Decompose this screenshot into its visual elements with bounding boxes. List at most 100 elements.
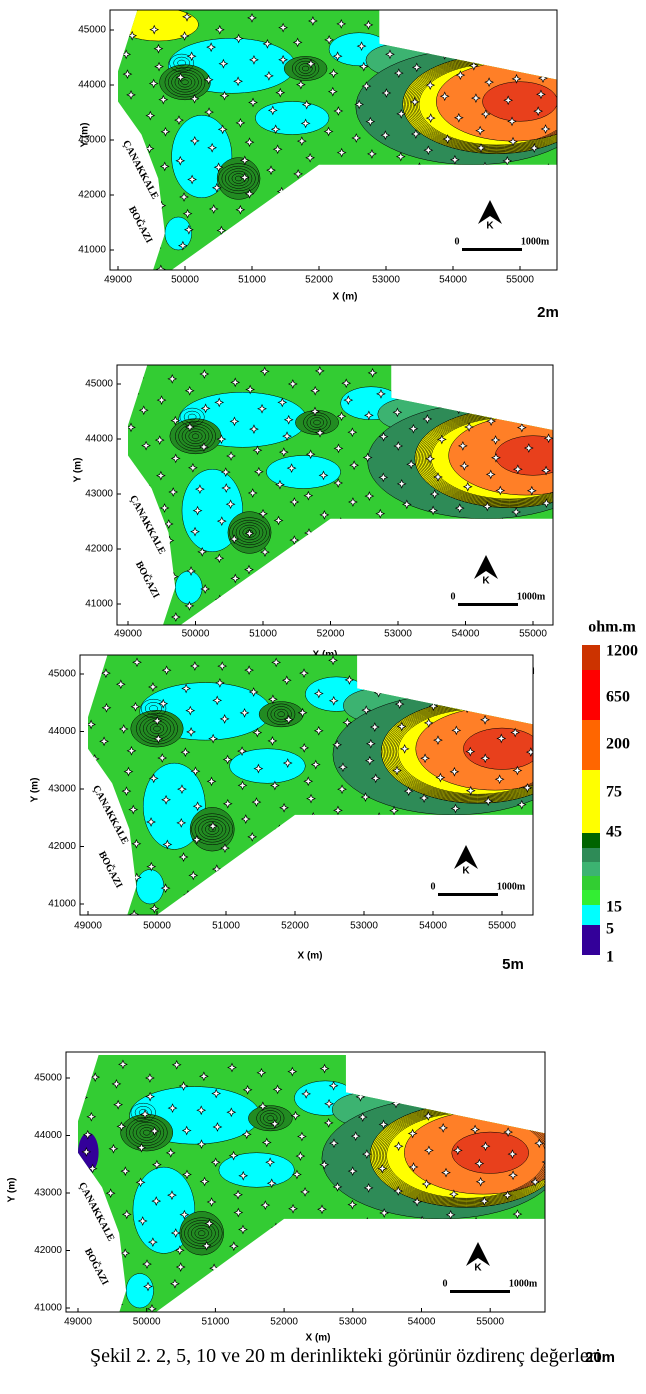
station-marker	[187, 174, 197, 185]
station-marker	[484, 77, 494, 88]
station-marker	[349, 460, 359, 471]
depth-label: 2m	[537, 304, 559, 321]
legend-label: 1	[606, 949, 614, 966]
station-marker	[105, 1188, 116, 1199]
station-marker	[336, 18, 347, 29]
station-marker	[360, 792, 371, 802]
station-marker	[142, 1259, 152, 1269]
station-marker	[219, 90, 230, 101]
y-tick-label: 45000	[78, 25, 106, 36]
station-marker	[222, 754, 233, 765]
station-marker	[439, 91, 450, 102]
station-marker	[455, 1316, 463, 1324]
station-marker	[186, 51, 197, 62]
station-marker	[113, 1099, 124, 1110]
contour-line	[168, 69, 202, 95]
station-marker	[141, 440, 151, 451]
station-marker	[337, 784, 347, 795]
scale-bar	[450, 1290, 510, 1293]
contour-line	[149, 705, 158, 712]
station-marker	[471, 93, 481, 104]
x-tick-label: 52000	[281, 921, 309, 932]
contour-line	[224, 168, 253, 189]
station-marker	[188, 462, 198, 473]
station-marker	[480, 753, 491, 764]
station-marker	[101, 668, 111, 679]
legend-label: 75	[606, 784, 622, 801]
station-marker	[146, 817, 156, 827]
station-marker	[86, 1111, 97, 1122]
station-marker	[451, 725, 462, 736]
contour-line	[259, 1110, 281, 1127]
station-marker	[552, 801, 560, 809]
station-marker	[522, 782, 533, 793]
station-marker	[257, 1101, 268, 1112]
station-marker	[365, 738, 376, 749]
station-marker	[314, 366, 325, 376]
station-marker	[544, 1198, 545, 1208]
station-marker	[347, 1199, 358, 1210]
station-marker	[333, 805, 343, 816]
station-marker	[188, 870, 199, 881]
station-marker	[179, 192, 189, 202]
station-marker	[482, 501, 493, 512]
station-marker	[157, 753, 168, 763]
station-marker	[144, 143, 155, 154]
station-marker	[544, 1242, 545, 1253]
station-marker	[87, 1163, 98, 1174]
legend-band	[582, 890, 600, 905]
station-marker	[543, 433, 553, 444]
station-marker	[395, 151, 406, 162]
station-marker	[267, 105, 278, 116]
contour-zone	[175, 570, 203, 605]
station-marker	[269, 780, 280, 791]
station-marker	[511, 1314, 519, 1322]
station-marker	[364, 491, 375, 501]
x-tick-label: 51000	[249, 629, 277, 640]
x-axis-label: X (m)	[306, 1333, 331, 1344]
station-marker	[408, 1162, 419, 1172]
station-marker	[175, 1262, 186, 1272]
y-axis-label: Y (m)	[73, 458, 84, 483]
y-tick-label: 45000	[85, 379, 113, 390]
station-marker	[235, 204, 246, 215]
station-marker	[270, 124, 281, 135]
contour-line	[298, 63, 313, 74]
contour-zone	[494, 435, 553, 476]
station-marker	[407, 1128, 418, 1139]
station-marker	[396, 478, 407, 489]
station-marker	[332, 739, 343, 750]
station-marker	[572, 469, 580, 477]
x-tick-label: 53000	[339, 1317, 367, 1328]
station-marker	[170, 1278, 180, 1289]
station-marker	[249, 424, 259, 435]
station-marker	[583, 581, 591, 589]
legend-band	[582, 905, 600, 925]
station-marker	[297, 707, 308, 718]
scale-start: 0	[451, 591, 456, 602]
x-tick-label: 51000	[212, 921, 240, 932]
station-marker	[293, 168, 304, 179]
contour-line	[134, 1106, 152, 1119]
station-marker	[429, 489, 440, 500]
station-marker	[378, 1119, 389, 1130]
station-marker	[240, 814, 251, 824]
station-marker	[277, 397, 288, 408]
x-tick-label: 53000	[384, 629, 412, 640]
station-marker	[559, 188, 567, 196]
scale-end: 1000m	[509, 1278, 538, 1289]
station-marker	[247, 831, 258, 842]
station-marker	[185, 422, 195, 432]
station-marker	[244, 564, 254, 575]
depth-label: 5m	[502, 956, 524, 973]
station-marker	[214, 553, 225, 564]
station-marker	[542, 865, 550, 873]
station-marker	[82, 1129, 93, 1140]
contour-line	[169, 53, 194, 73]
station-marker	[475, 1176, 486, 1187]
station-marker	[565, 79, 573, 87]
contour-line	[130, 1102, 156, 1123]
station-marker	[543, 715, 551, 723]
station-marker	[176, 818, 187, 828]
